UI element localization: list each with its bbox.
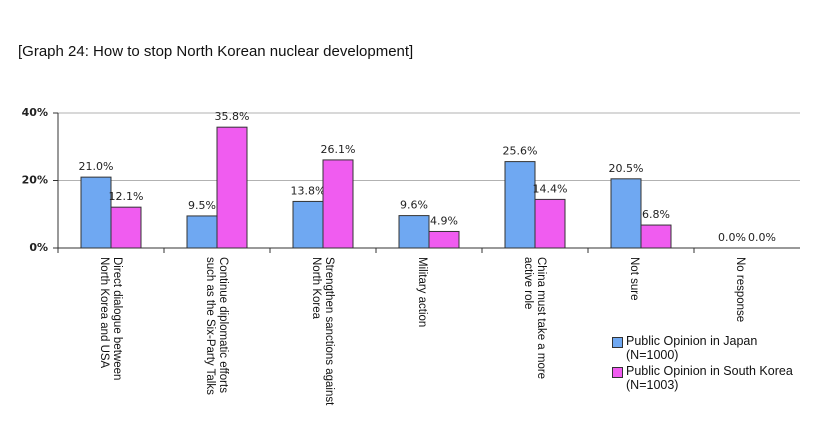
data-label: 13.8%	[291, 184, 326, 197]
y-tick-label: 40%	[22, 106, 48, 119]
bar	[610, 178, 642, 249]
x-tick-label: Military action	[416, 257, 428, 328]
data-label: 12.1%	[109, 190, 144, 203]
bar	[80, 176, 112, 249]
data-label: 25.6%	[503, 145, 538, 158]
data-label: 0.0%	[718, 231, 746, 244]
data-label: 4.9%	[430, 214, 458, 227]
data-label: 26.1%	[321, 143, 356, 156]
chart-title: [Graph 24: How to stop North Korean nucl…	[18, 43, 414, 60]
legend-label: Public Opinion in Japan (N=1000)	[626, 334, 758, 362]
data-label: 0.0%	[748, 231, 776, 244]
bar	[216, 126, 248, 249]
x-tick-label: Strengthen sanctions against North Korea	[310, 257, 335, 406]
x-tick-label: No response	[734, 257, 746, 323]
x-tick-label: Not sure	[628, 257, 640, 301]
legend-swatch	[612, 367, 623, 378]
x-tick-label: Continue diplomatic efforts such as the …	[204, 257, 229, 395]
x-tick-label: China must take a more active role	[522, 257, 547, 380]
data-label: 21.0%	[79, 160, 114, 173]
bar	[322, 159, 354, 249]
y-tick-label: 20%	[22, 174, 48, 187]
data-label: 35.8%	[215, 110, 250, 123]
bar	[186, 215, 218, 249]
data-label: 9.6%	[400, 199, 428, 212]
bar	[110, 206, 142, 249]
legend: Public Opinion in Japan (N=1000) Public O…	[612, 334, 812, 394]
data-label: 20.5%	[609, 162, 644, 175]
data-label: 14.4%	[533, 182, 568, 195]
x-tick-label: Direct dialogue between North Korea and …	[98, 257, 123, 381]
bar	[640, 224, 672, 249]
legend-label: Public Opinion in South Korea (N=1003)	[626, 364, 793, 392]
data-label: 9.5%	[188, 199, 216, 212]
legend-swatch	[612, 337, 623, 348]
bar	[428, 230, 460, 249]
data-label: 6.8%	[642, 208, 670, 221]
bar	[292, 200, 324, 249]
y-tick-label: 0%	[29, 241, 48, 254]
legend-item: Public Opinion in South Korea (N=1003)	[612, 364, 812, 392]
bar	[534, 198, 566, 249]
bar	[504, 161, 536, 249]
legend-item: Public Opinion in Japan (N=1000)	[612, 334, 812, 362]
bar	[398, 215, 430, 249]
